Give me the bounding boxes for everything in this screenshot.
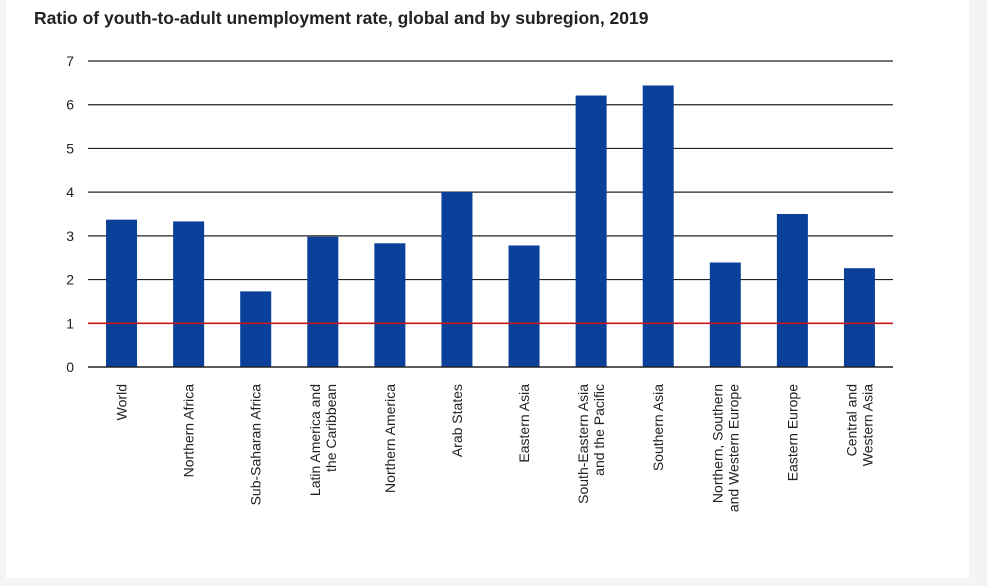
bar	[843, 268, 875, 367]
bar	[307, 236, 339, 367]
x-tick-label-line: World	[114, 384, 130, 420]
y-tick-label: 7	[66, 53, 74, 69]
x-tick-label-line: Northern Africa	[181, 384, 197, 478]
bar	[374, 243, 406, 367]
bar	[106, 219, 138, 367]
y-tick-label: 2	[66, 272, 74, 288]
x-tick-label-line: and Western Europe	[725, 384, 741, 512]
x-tick-label-line: Northern America	[382, 384, 398, 493]
bar	[441, 192, 473, 367]
bar	[709, 262, 741, 367]
x-tick-label: South-Eastern Asia and the Pacific	[575, 384, 607, 504]
chart-title: Ratio of youth-to-adult unemployment rat…	[34, 8, 649, 28]
x-tick-label: Northern America	[382, 384, 398, 493]
x-tick-label-line: Arab States	[449, 384, 465, 457]
x-tick-label: Eastern Asia	[516, 384, 532, 463]
y-tick-label: 4	[66, 184, 74, 200]
bar	[240, 291, 272, 367]
x-tick-label-line: South-Eastern Asia	[575, 384, 591, 504]
x-tick-label-line: Latin America and	[307, 384, 323, 496]
x-tick-label: Eastern Europe	[784, 384, 800, 481]
x-tick-label: Southern Asia	[650, 384, 666, 471]
x-tick-label-line: Western Asia	[859, 384, 875, 466]
y-tick-label: 0	[66, 359, 74, 375]
x-tick-label-line: the Caribbean	[323, 384, 339, 472]
x-tick-label-line: Eastern Asia	[516, 384, 532, 463]
bar-chart: 0 1 2 3 4 5 6 7 World Northern Africa Sub-Saharan …	[66, 53, 893, 512]
chart-frame: Ratio of youth-to-adult unemployment rat…	[6, 0, 969, 578]
x-tick-label-line: Sub-Saharan Africa	[248, 384, 264, 506]
y-tick-label: 1	[66, 315, 74, 331]
x-tick-label: Latin America and the Caribbean	[307, 384, 339, 496]
x-tick-label-line: Southern Asia	[650, 384, 666, 471]
x-tick-label-line: and the Pacific	[591, 384, 607, 476]
x-tick-label-line: Northern, Southern	[709, 384, 725, 503]
y-tick-label: 3	[66, 228, 74, 244]
bar	[642, 85, 674, 367]
bar	[776, 214, 808, 367]
x-tick-label: Northern Africa	[181, 384, 197, 478]
bar	[508, 245, 540, 367]
x-tick-label-line: Eastern Europe	[784, 384, 800, 481]
bar	[575, 95, 607, 367]
y-tick-label: 6	[66, 97, 74, 113]
bar	[173, 221, 205, 367]
y-tick-label: 5	[66, 140, 74, 156]
x-tick-label: Northern, Southern and Western Europe	[709, 384, 741, 512]
x-tick-label: World	[114, 384, 130, 420]
x-tick-label-line: Central and	[843, 384, 859, 456]
x-tick-label: Arab States	[449, 384, 465, 457]
x-tick-label: Central and Western Asia	[843, 384, 875, 466]
x-tick-label: Sub-Saharan Africa	[248, 384, 264, 506]
